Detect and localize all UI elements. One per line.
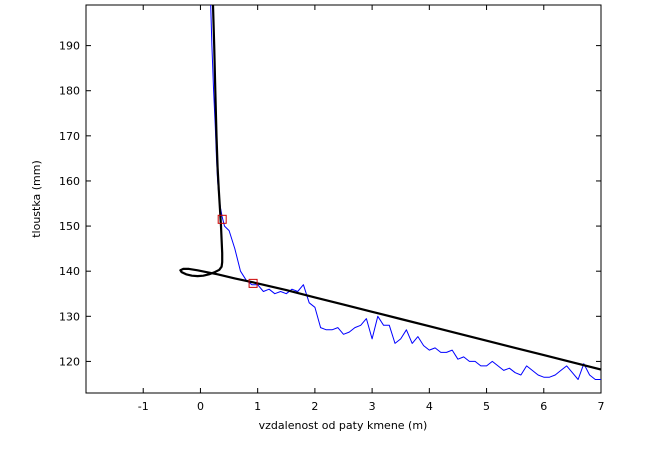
x-tick-label: 5 <box>483 400 490 413</box>
x-tick-label: 4 <box>426 400 433 413</box>
x-tick-label: 3 <box>369 400 376 413</box>
y-tick-label: 120 <box>59 355 80 368</box>
y-tick-label: 160 <box>59 175 80 188</box>
y-tick-label: 130 <box>59 310 80 323</box>
x-tick-label: 0 <box>197 400 204 413</box>
x-tick-label: 7 <box>598 400 605 413</box>
marker-square-1 <box>248 278 258 288</box>
y-axis-label: tloustka (mm) <box>30 160 43 238</box>
series-fitted-line <box>179 5 601 371</box>
y-tick-label: 190 <box>59 40 80 53</box>
y-tick-label: 170 <box>59 130 80 143</box>
x-tick-label: 6 <box>540 400 547 413</box>
x-axis-label: vzdalenost od paty kmene (m) <box>259 419 428 432</box>
marker-square-0 <box>217 214 227 224</box>
y-tick-label: 140 <box>59 265 80 278</box>
y-tick-label: 150 <box>59 220 80 233</box>
x-tick-label: 1 <box>254 400 261 413</box>
y-tick-label: 180 <box>59 85 80 98</box>
x-tick-label: 2 <box>311 400 318 413</box>
x-tick-label: -1 <box>138 400 149 413</box>
series-measured-line <box>210 5 601 380</box>
plot-area <box>85 4 602 394</box>
